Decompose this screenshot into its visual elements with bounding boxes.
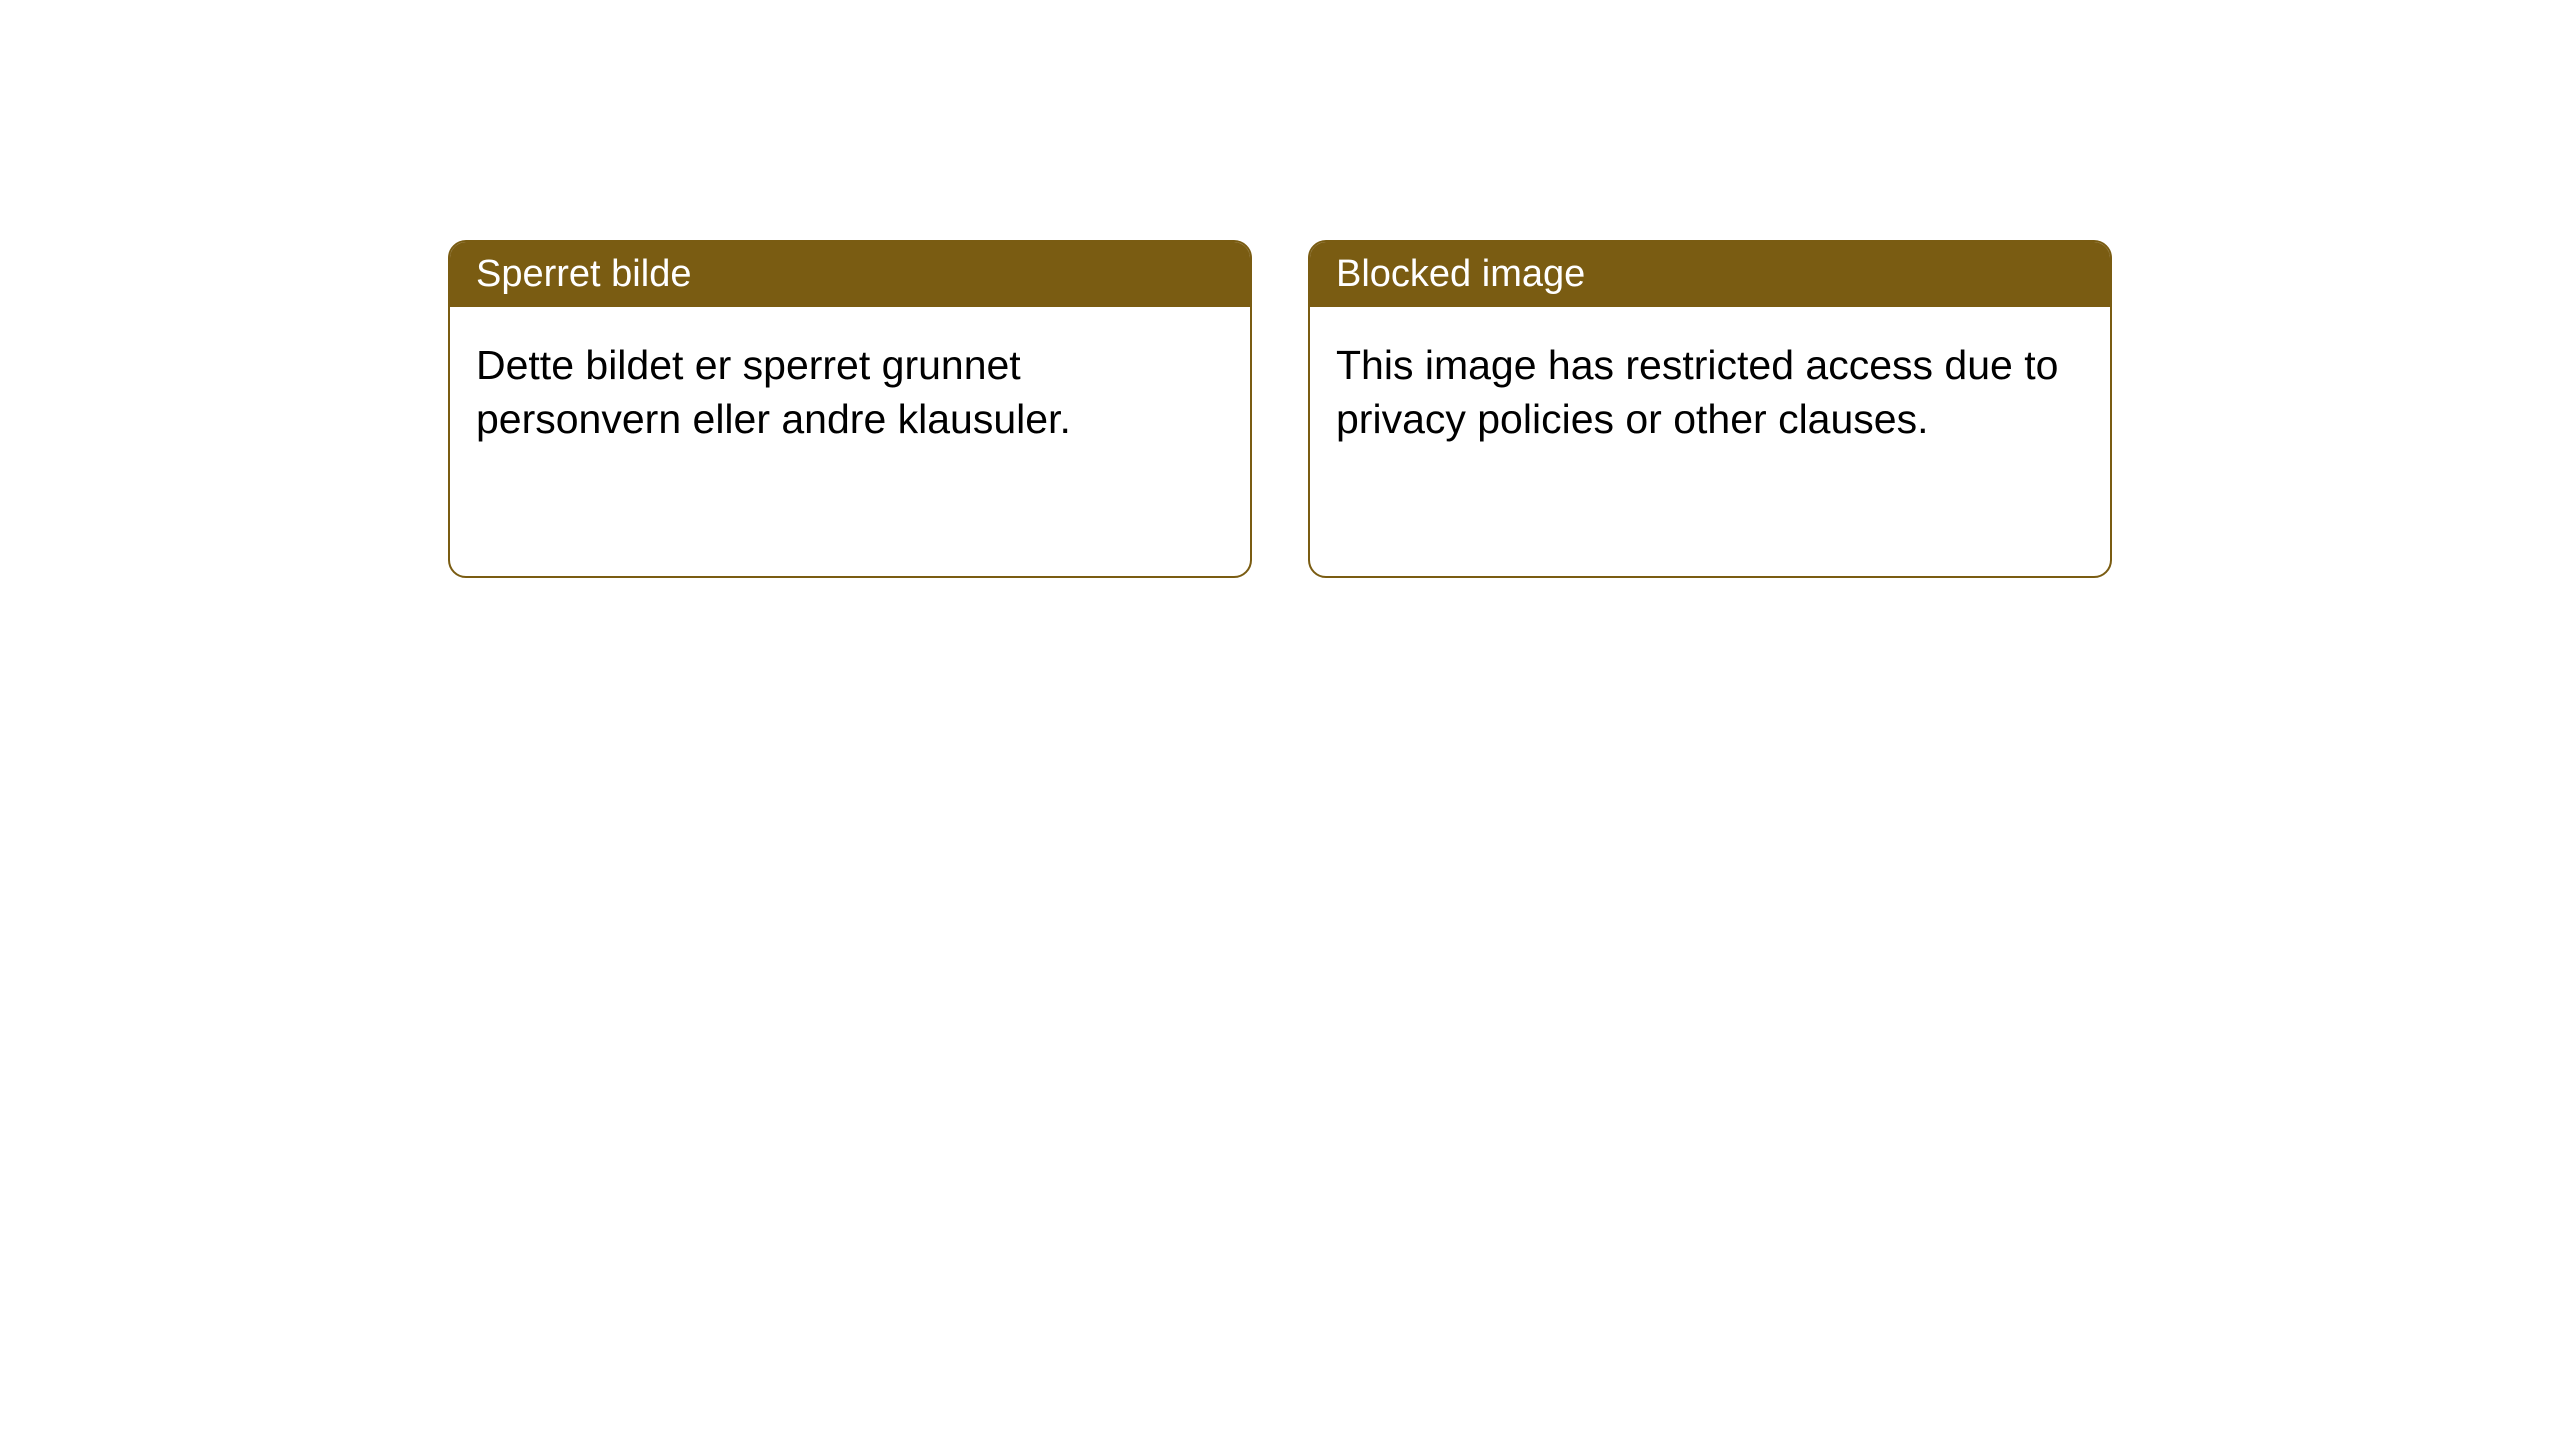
notice-header: Sperret bilde xyxy=(450,242,1250,307)
notice-body: Dette bildet er sperret grunnet personve… xyxy=(450,307,1250,478)
notice-body: This image has restricted access due to … xyxy=(1310,307,2110,478)
notice-card-norwegian: Sperret bilde Dette bildet er sperret gr… xyxy=(448,240,1252,578)
notice-card-english: Blocked image This image has restricted … xyxy=(1308,240,2112,578)
notice-header: Blocked image xyxy=(1310,242,2110,307)
notice-container: Sperret bilde Dette bildet er sperret gr… xyxy=(0,0,2560,578)
